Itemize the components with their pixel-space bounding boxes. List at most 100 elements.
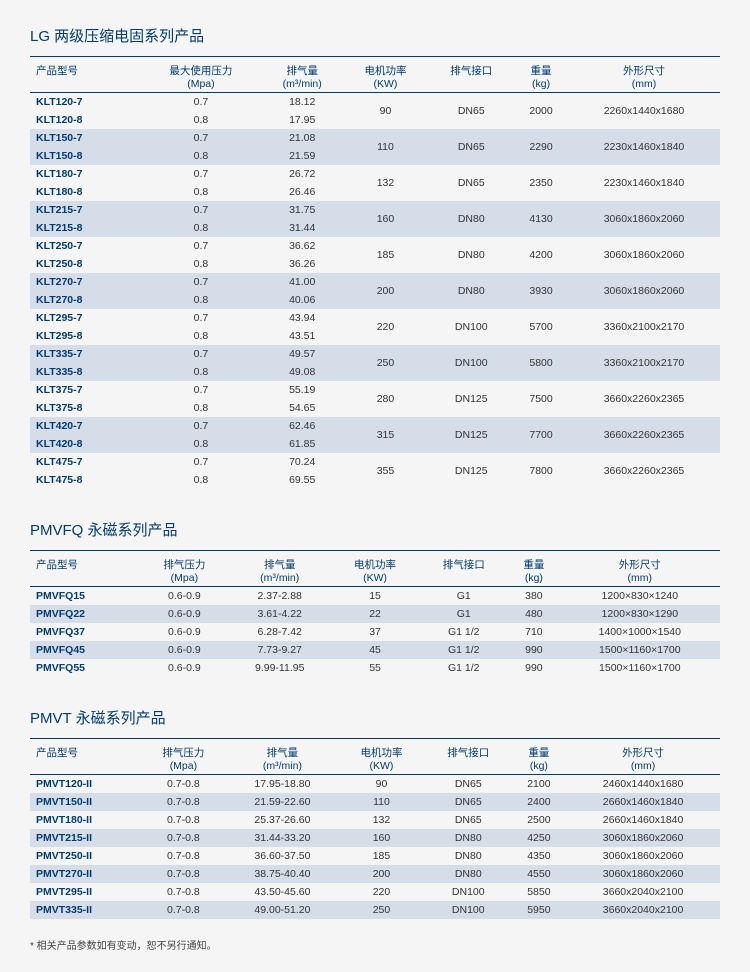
- cell-pressure: 0.7-0.8: [140, 901, 227, 919]
- cell-port: DN80: [428, 237, 514, 273]
- cell-model: PMVFQ45: [30, 641, 140, 659]
- th-pressure: 排气压力(Mpa): [140, 551, 229, 587]
- cell-weight: 2100: [512, 775, 566, 794]
- cell-pressure: 0.7: [140, 453, 262, 471]
- cell-airvol: 41.00: [262, 273, 343, 291]
- cell-power: 220: [338, 883, 425, 901]
- cell-model: KLT475-8: [30, 471, 140, 489]
- table-pmvt: 产品型号 排气压力(Mpa) 排气量(m³/min) 电机功率(KW) 排气接口…: [30, 738, 720, 919]
- cell-airvol: 69.55: [262, 471, 343, 489]
- cell-pressure: 0.8: [140, 399, 262, 417]
- cell-weight: 7700: [514, 417, 568, 453]
- cell-power: 250: [343, 345, 429, 381]
- cell-model: PMVT295-II: [30, 883, 140, 901]
- cell-dim: 1500×1160×1700: [560, 641, 720, 659]
- cell-pressure: 0.7: [140, 345, 262, 363]
- cell-power: 160: [338, 829, 425, 847]
- cell-port: DN80: [425, 829, 512, 847]
- cell-port: DN125: [428, 381, 514, 417]
- cell-weight: 2290: [514, 129, 568, 165]
- cell-model: KLT270-8: [30, 291, 140, 309]
- cell-pressure: 0.7: [140, 273, 262, 291]
- cell-dim: 3060x1860x2060: [566, 847, 720, 865]
- cell-power: 22: [331, 605, 420, 623]
- cell-model: KLT475-7: [30, 453, 140, 471]
- table-row: KLT150-7 0.7 21.08110 DN65 2290 2230x146…: [30, 129, 720, 147]
- cell-airvol: 40.06: [262, 291, 343, 309]
- cell-port: DN125: [428, 453, 514, 489]
- cell-pressure: 0.7: [140, 381, 262, 399]
- cell-weight: 7500: [514, 381, 568, 417]
- th-model: 产品型号: [30, 551, 140, 587]
- table-row: KLT215-7 0.7 31.75160 DN80 4130 3060x186…: [30, 201, 720, 219]
- table-row: PMVT335-II 0.7-0.8 49.00-51.20 250 DN100…: [30, 901, 720, 919]
- cell-airvol: 17.95: [262, 111, 343, 129]
- cell-weight: 2350: [514, 165, 568, 201]
- cell-model: KLT180-8: [30, 183, 140, 201]
- cell-weight: 5850: [512, 883, 566, 901]
- th-pressure: 排气压力(Mpa): [140, 739, 227, 775]
- cell-airvol: 43.51: [262, 327, 343, 345]
- cell-port: DN100: [425, 883, 512, 901]
- cell-model: KLT420-8: [30, 435, 140, 453]
- cell-model: KLT375-7: [30, 381, 140, 399]
- cell-pressure: 0.7-0.8: [140, 775, 227, 794]
- cell-dim: 2460x1440x1680: [566, 775, 720, 794]
- cell-model: KLT250-8: [30, 255, 140, 273]
- section1-title: LG 两级压缩电固系列产品: [30, 25, 720, 46]
- cell-airvol: 49.57: [262, 345, 343, 363]
- table-row: KLT120-7 0.7 18.1290 DN65 2000 2260x1440…: [30, 93, 720, 112]
- table-row: KLT335-7 0.7 49.57250 DN100 5800 3360x21…: [30, 345, 720, 363]
- cell-model: KLT420-7: [30, 417, 140, 435]
- cell-airvol: 26.72: [262, 165, 343, 183]
- cell-airvol: 25.37-26.60: [227, 811, 338, 829]
- cell-airvol: 17.95-18.80: [227, 775, 338, 794]
- cell-pressure: 0.6-0.9: [140, 641, 229, 659]
- cell-power: 250: [338, 901, 425, 919]
- cell-power: 355: [343, 453, 429, 489]
- cell-model: PMVFQ15: [30, 587, 140, 606]
- cell-pressure: 0.8: [140, 435, 262, 453]
- cell-model: PMVT150-II: [30, 793, 140, 811]
- cell-dim: 3060x1860x2060: [568, 201, 720, 237]
- table-lg: 产品型号 最大使用压力(Mpa) 排气量(m³/min) 电机功率(KW) 排气…: [30, 56, 720, 489]
- cell-power: 132: [343, 165, 429, 201]
- cell-port: G1: [419, 587, 508, 606]
- cell-weight: 2000: [514, 93, 568, 130]
- cell-port: DN80: [425, 847, 512, 865]
- cell-power: 55: [331, 659, 420, 677]
- table-row: KLT270-7 0.7 41.00200 DN80 3930 3060x186…: [30, 273, 720, 291]
- cell-model: KLT270-7: [30, 273, 140, 291]
- cell-weight: 480: [508, 605, 559, 623]
- table-row: PMVT150-II 0.7-0.8 21.59-22.60 110 DN65 …: [30, 793, 720, 811]
- table-row: KLT375-7 0.7 55.19280 DN125 7500 3660x22…: [30, 381, 720, 399]
- cell-port: DN65: [425, 793, 512, 811]
- th-weight: 重量(kg): [512, 739, 566, 775]
- table-row: KLT475-7 0.7 70.24355 DN125 7800 3660x22…: [30, 453, 720, 471]
- table-header-row: 产品型号 最大使用压力(Mpa) 排气量(m³/min) 电机功率(KW) 排气…: [30, 57, 720, 93]
- cell-airvol: 31.44: [262, 219, 343, 237]
- cell-airvol: 21.59: [262, 147, 343, 165]
- cell-airvol: 6.28-7.42: [229, 623, 331, 641]
- cell-port: DN100: [428, 345, 514, 381]
- th-port: 排气接口: [425, 739, 512, 775]
- cell-weight: 710: [508, 623, 559, 641]
- cell-power: 160: [343, 201, 429, 237]
- cell-model: PMVFQ55: [30, 659, 140, 677]
- table-row: KLT250-7 0.7 36.62185 DN80 4200 3060x186…: [30, 237, 720, 255]
- cell-port: DN100: [428, 309, 514, 345]
- th-dim: 外形尺寸(mm): [560, 551, 720, 587]
- th-port: 排气接口: [419, 551, 508, 587]
- footnote: * 相关产品参数如有变动，恕不另行通知。: [30, 937, 720, 952]
- cell-weight: 5700: [514, 309, 568, 345]
- cell-airvol: 2.37-2.88: [229, 587, 331, 606]
- cell-pressure: 0.7-0.8: [140, 865, 227, 883]
- th-airvol: 排气量(m³/min): [227, 739, 338, 775]
- cell-power: 90: [343, 93, 429, 130]
- cell-pressure: 0.7: [140, 93, 262, 112]
- cell-airvol: 3.61-4.22: [229, 605, 331, 623]
- table-row: PMVT215-II 0.7-0.8 31.44-33.20 160 DN80 …: [30, 829, 720, 847]
- table-row: PMVFQ15 0.6-0.9 2.37-2.88 15 G1 380 1200…: [30, 587, 720, 606]
- cell-power: 15: [331, 587, 420, 606]
- cell-dim: 3060x1860x2060: [566, 865, 720, 883]
